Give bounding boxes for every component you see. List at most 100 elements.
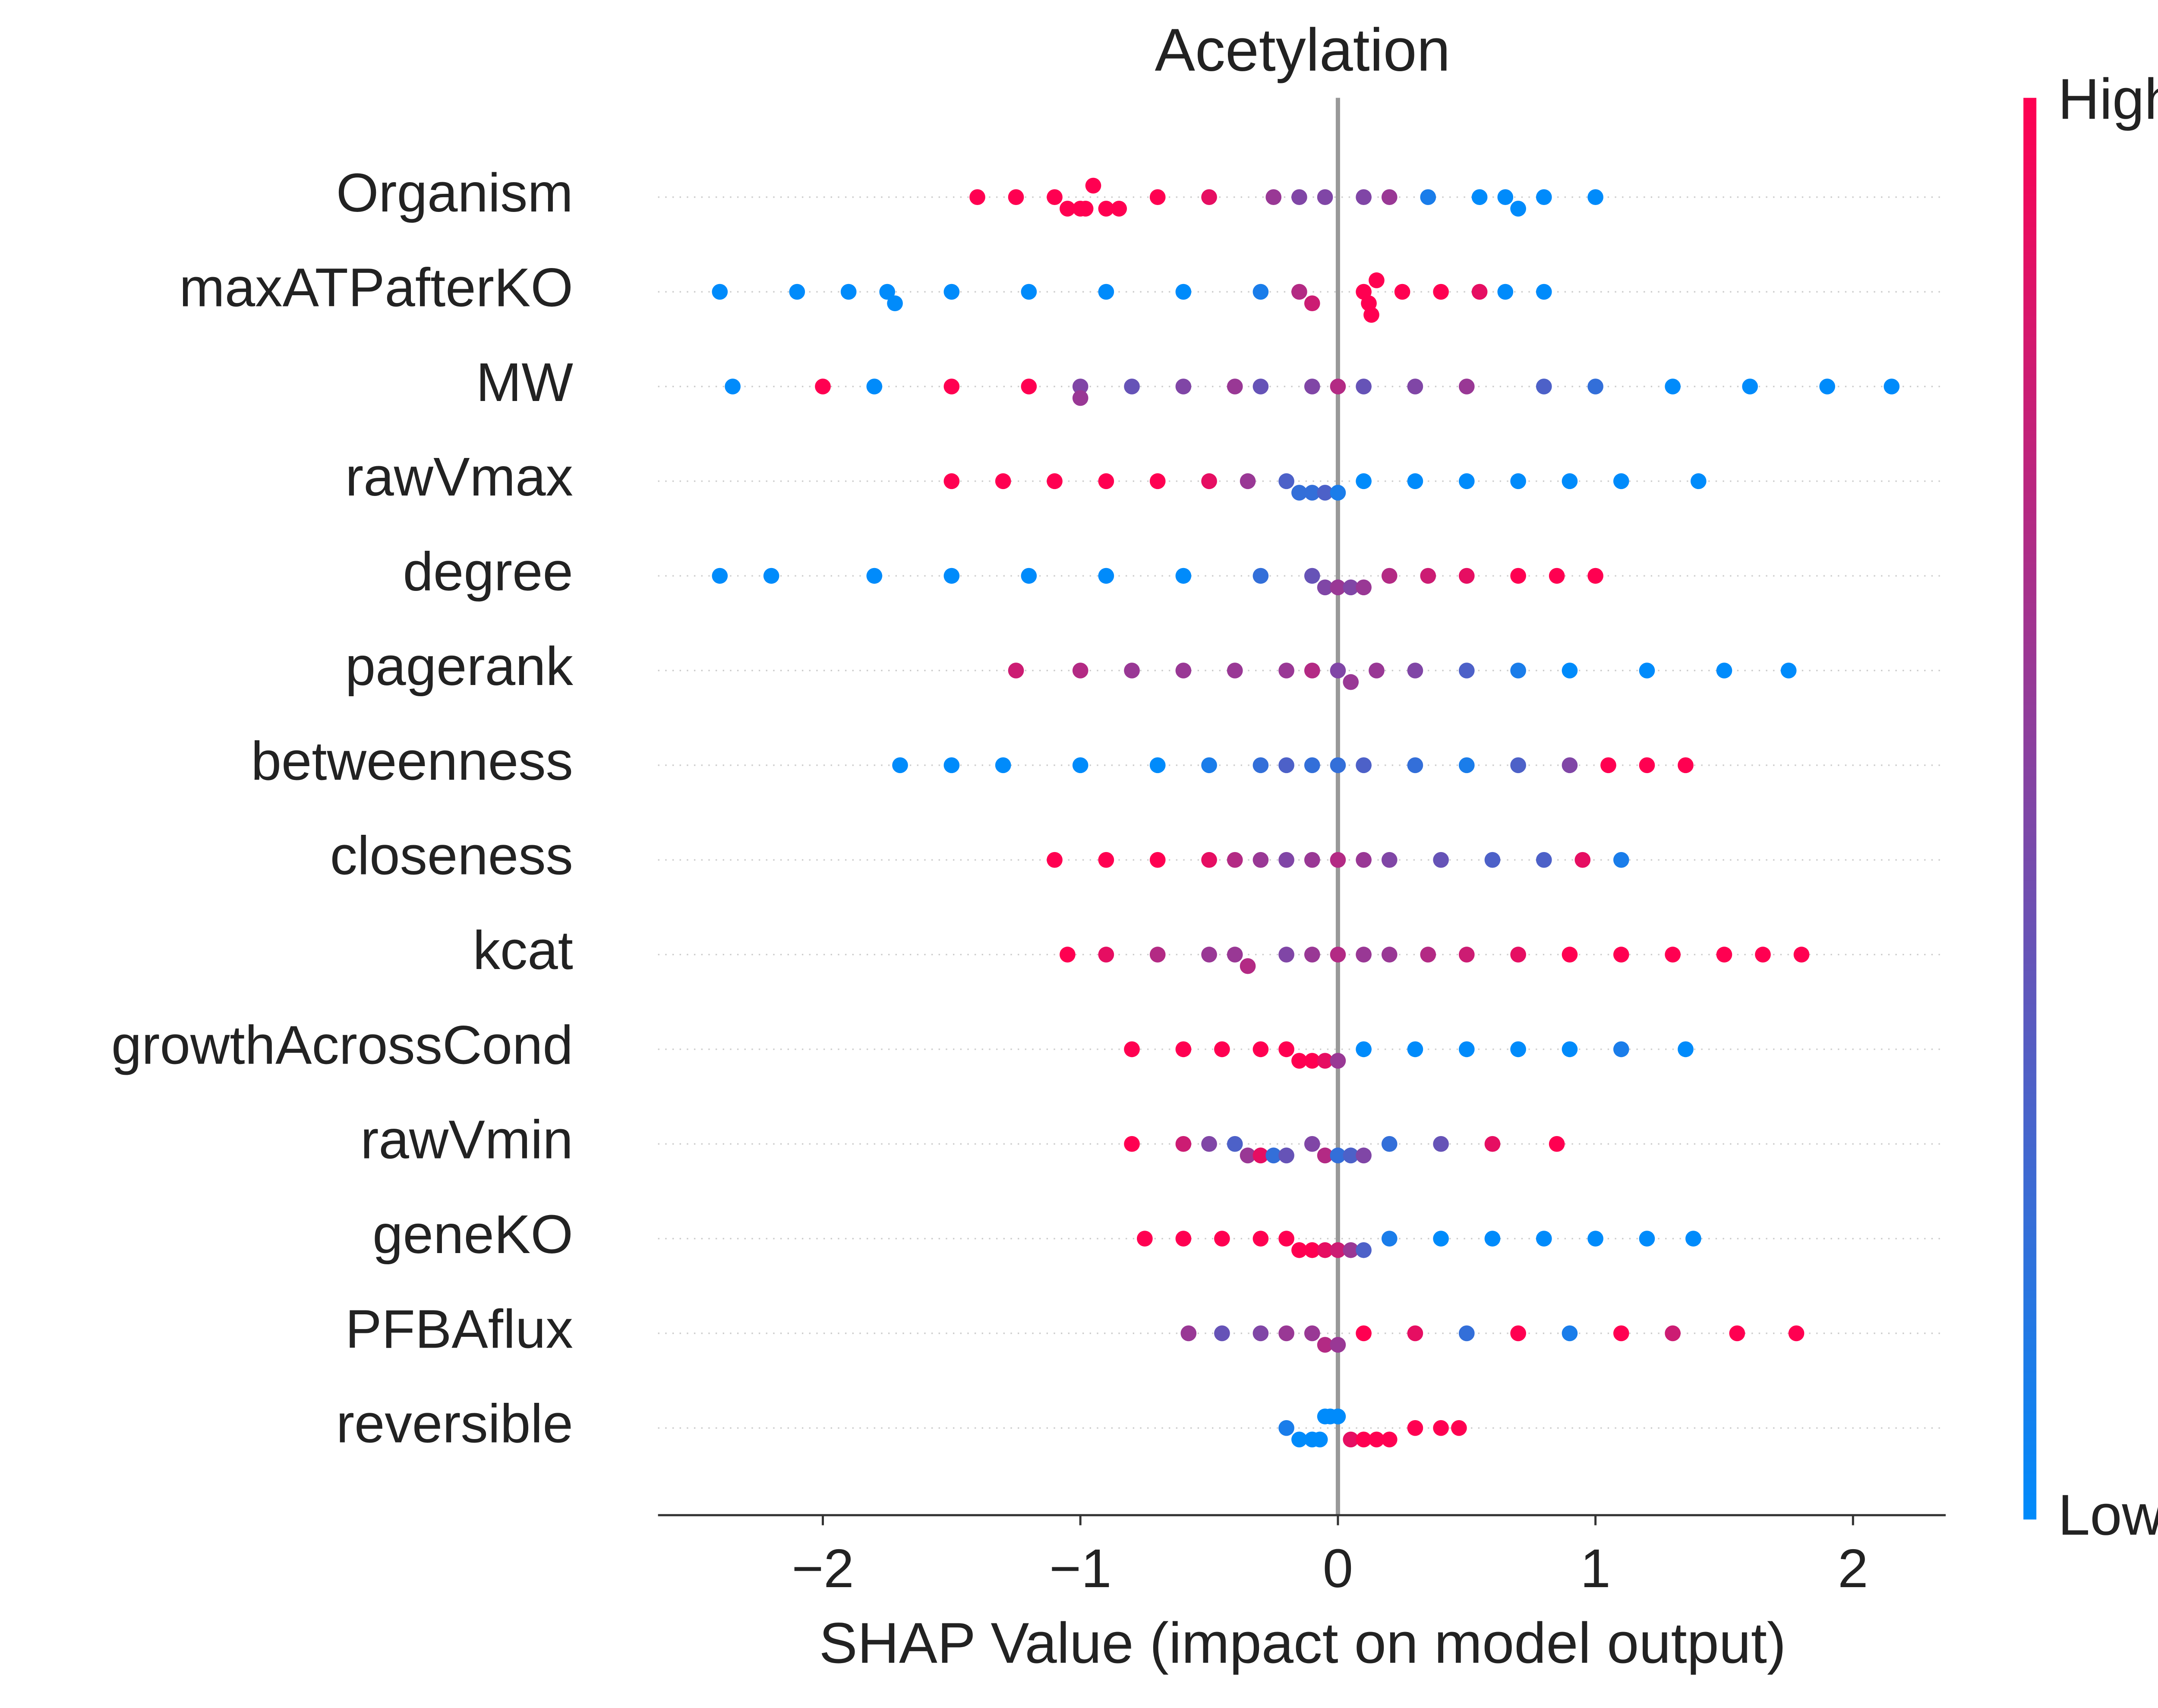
dot [887, 295, 903, 312]
dot [1381, 947, 1398, 963]
dot [1265, 1147, 1282, 1164]
dot [1175, 1231, 1192, 1247]
dot [1304, 663, 1320, 679]
dot [1510, 947, 1526, 963]
dot [1240, 1147, 1256, 1164]
y-tick-label: PFBAflux [345, 1298, 573, 1359]
dot [1639, 757, 1655, 773]
dot [1536, 189, 1552, 205]
dot [1780, 663, 1797, 679]
dot [1562, 1325, 1578, 1342]
dot [1458, 663, 1475, 679]
dot [1497, 284, 1514, 300]
dot [1317, 579, 1333, 596]
dot [1562, 1041, 1578, 1058]
dot [1317, 1147, 1333, 1164]
dot [1613, 852, 1629, 868]
dot [1819, 379, 1836, 395]
dot [1433, 1136, 1449, 1152]
dot [1356, 579, 1372, 596]
dot [1458, 1325, 1475, 1342]
dot [1085, 177, 1101, 194]
dot [879, 284, 895, 300]
dot [1356, 189, 1372, 205]
dot [1510, 757, 1526, 773]
dot [1665, 1325, 1681, 1342]
dot [1008, 189, 1024, 205]
dot [1253, 1325, 1269, 1342]
dot [725, 379, 741, 395]
dot [1510, 201, 1526, 217]
dot [1098, 852, 1114, 868]
dot [1343, 1431, 1359, 1448]
dot [1201, 189, 1217, 205]
dot [1214, 1231, 1230, 1247]
dot [1149, 189, 1166, 205]
dot [1253, 757, 1269, 773]
y-tick-label: pagerank [345, 635, 574, 697]
colorbar-high-label: High [2058, 67, 2158, 131]
dot [1304, 1136, 1320, 1152]
dot [1562, 663, 1578, 679]
dot [1356, 1041, 1372, 1058]
dot [1008, 663, 1024, 679]
dot [1278, 1325, 1294, 1342]
dot [1381, 568, 1398, 584]
dot [1111, 201, 1127, 217]
dot [943, 757, 960, 773]
dot [1304, 295, 1320, 312]
dot [1180, 1325, 1197, 1342]
dot [1072, 379, 1088, 395]
y-tick-label: closeness [330, 825, 573, 886]
dot [866, 568, 883, 584]
dot [1265, 189, 1282, 205]
dot [712, 568, 728, 584]
dot [1175, 1041, 1192, 1058]
dot [1304, 379, 1320, 395]
dot [1060, 947, 1076, 963]
dot [1021, 379, 1037, 395]
dot [1021, 284, 1037, 300]
dot [1562, 473, 1578, 489]
dot [1304, 1053, 1320, 1069]
dot [1458, 379, 1475, 395]
dot [1471, 284, 1488, 300]
dot [1330, 1147, 1346, 1164]
dot [1484, 1136, 1501, 1152]
dot [1330, 947, 1346, 963]
dot [1330, 1053, 1346, 1069]
dot [943, 284, 960, 300]
dot [840, 284, 857, 300]
y-tick-label: MW [476, 351, 574, 413]
dot [1253, 1147, 1269, 1164]
dot [1077, 201, 1094, 217]
dot [1536, 1231, 1552, 1247]
dot [1047, 473, 1063, 489]
dot [1098, 473, 1114, 489]
dot [1278, 947, 1294, 963]
y-tick-label: geneKO [372, 1203, 573, 1265]
dot [1484, 852, 1501, 868]
dot [1343, 674, 1359, 690]
y-tick-label: maxATPafterKO [179, 257, 573, 318]
dot [1201, 852, 1217, 868]
dot [1685, 1231, 1701, 1247]
dot [995, 757, 1011, 773]
colorbar [2023, 98, 2037, 1520]
dot [1458, 1041, 1475, 1058]
dot [1304, 1242, 1320, 1258]
dot [943, 568, 960, 584]
dot [1175, 1136, 1192, 1152]
y-tick-label: reversible [336, 1393, 573, 1454]
dot [1278, 1147, 1294, 1164]
dot [943, 473, 960, 489]
dot [1356, 1242, 1372, 1258]
dot [1587, 1231, 1603, 1247]
dot [1381, 189, 1398, 205]
dot [1549, 568, 1565, 584]
dot [1343, 1242, 1359, 1258]
dot [1381, 852, 1398, 868]
dot [1317, 1053, 1333, 1069]
dot [1587, 568, 1603, 584]
y-tick-label: rawVmax [345, 446, 573, 507]
